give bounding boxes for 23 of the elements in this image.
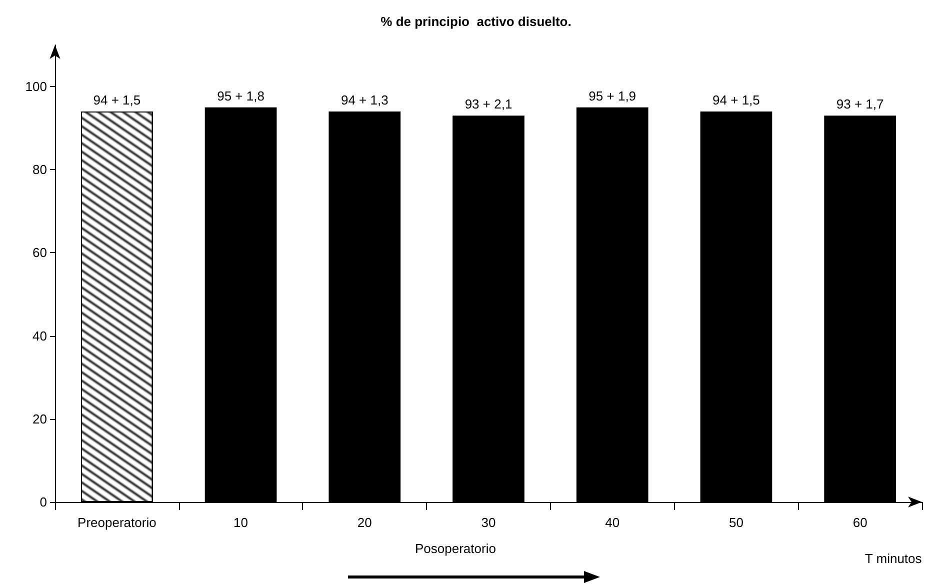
x-tick-label: 20 — [357, 515, 372, 530]
x-tick-label: 60 — [852, 515, 868, 530]
x-tick-label: 10 — [234, 515, 248, 530]
data-label: 93 + 1,7 — [836, 96, 884, 112]
y-tick-label: 100 — [25, 79, 47, 94]
data-label: 95 + 1,9 — [588, 88, 636, 104]
data-label: 94 + 1,3 — [340, 92, 388, 108]
x-tick-label: 30 — [481, 515, 496, 530]
data-label: 94 + 1,5 — [93, 92, 141, 108]
y-tick-label: 20 — [32, 411, 47, 426]
chart-title: % de principio activo disuelto. — [380, 14, 572, 29]
x-tick-label: 40 — [605, 515, 620, 530]
y-tick-label: 80 — [32, 162, 47, 178]
y-tick-label: 40 — [32, 328, 47, 344]
x-axis-title: T minutos — [864, 551, 922, 566]
data-label: 94 + 1,5 — [712, 92, 760, 108]
y-tick-label: 0 — [40, 494, 47, 510]
text: Posoperatorio — [415, 541, 496, 556]
data-label: 93 + 2,1 — [464, 96, 512, 112]
y-tick-label: 60 — [32, 245, 47, 260]
x-tick-label: 50 — [728, 515, 744, 530]
data-label: 95 + 1,8 — [217, 88, 264, 104]
x-tick-label: Preoperatorio — [78, 515, 156, 530]
